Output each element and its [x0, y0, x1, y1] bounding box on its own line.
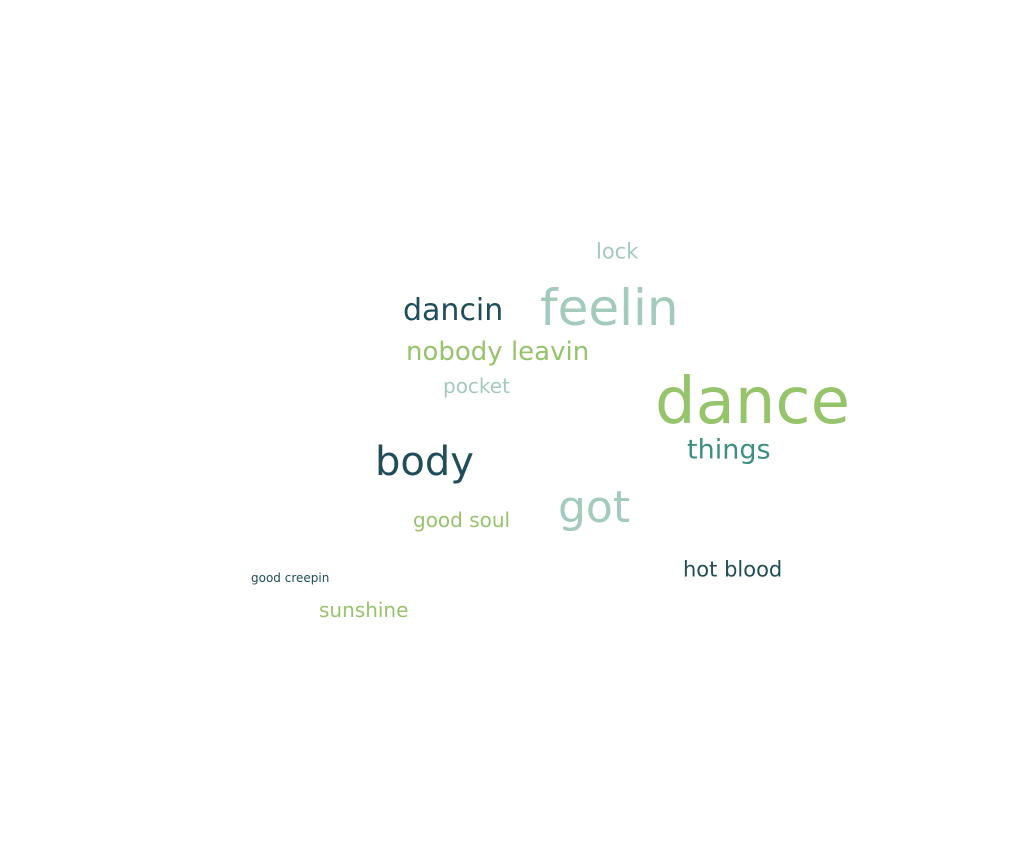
word-good-soul: good soul	[413, 508, 511, 532]
word-got: got	[558, 482, 631, 533]
word-hot-blood: hot blood	[683, 557, 783, 582]
word-dancin: dancin	[403, 293, 504, 328]
word-things: things	[687, 434, 771, 466]
word-dance: dance	[655, 365, 850, 439]
word-body: body	[375, 439, 474, 485]
word-nobody-leavin: nobody leavin	[406, 337, 590, 367]
word-pocket: pocket	[443, 374, 510, 398]
word-feelin: feelin	[540, 279, 679, 337]
word-good-creepin: good creepin	[251, 571, 330, 585]
word-sunshine: sunshine	[319, 598, 409, 622]
word-lock: lock	[596, 239, 639, 264]
